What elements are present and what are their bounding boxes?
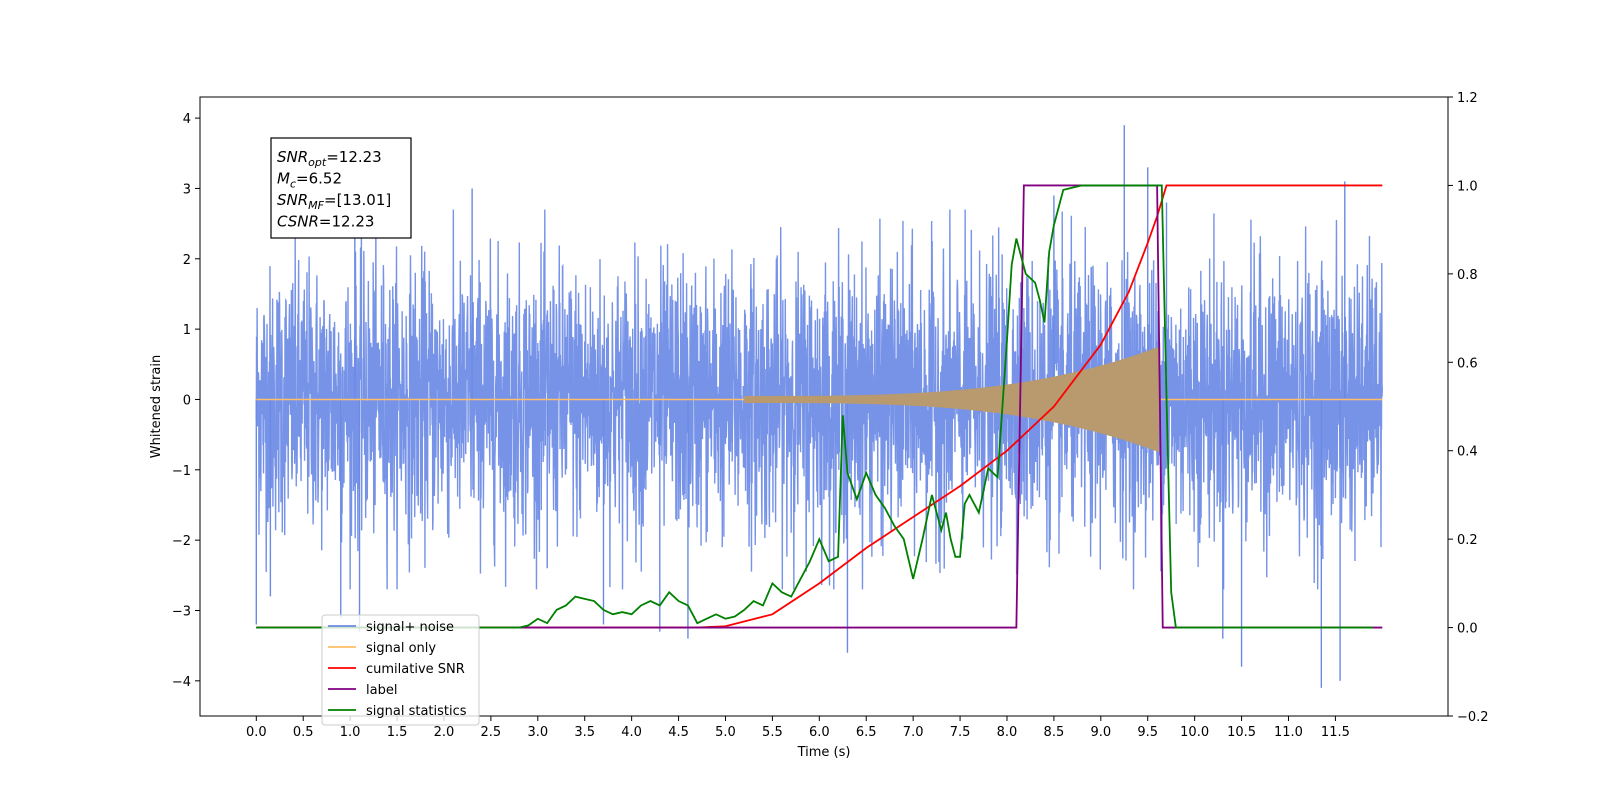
y-right-tick-label: 0.6 (1457, 356, 1478, 371)
annotation-line: SNRopt=12.23 (277, 148, 382, 169)
y-left-tick-label: −1 (172, 464, 191, 479)
x-tick-label: 11.0 (1274, 725, 1303, 740)
x-tick-label: 10.5 (1227, 725, 1256, 740)
series-line-cumilative-snr (256, 184, 1383, 629)
x-tick-label: 6.0 (809, 725, 830, 740)
x-tick-label: 9.5 (1137, 725, 1158, 740)
annotation-line: Mc=6.52 (277, 170, 342, 191)
x-tick-label: 9.0 (1090, 725, 1111, 740)
x-tick-label: 1.5 (387, 725, 408, 740)
x-tick-label: 8.0 (997, 725, 1018, 740)
y-right-tick-label: 1.2 (1457, 91, 1478, 106)
legend-label: label (366, 683, 397, 698)
x-tick-label: 5.5 (762, 725, 783, 740)
y-left-tick-label: 4 (183, 112, 191, 127)
y-axis-label: Whitened strain (149, 355, 164, 458)
y-right-tick-label: 1.0 (1457, 179, 1478, 194)
legend-label: signal+ noise (366, 620, 454, 635)
x-tick-label: 2.0 (434, 725, 455, 740)
series-layer (255, 125, 1384, 688)
y-left-tick-label: −4 (172, 675, 191, 690)
series-line-signal-noise (255, 209, 1384, 590)
y-left-tick-label: 0 (183, 393, 191, 408)
x-tick-label: 3.0 (527, 725, 548, 740)
legend-label: signal statistics (366, 704, 467, 719)
x-tick-label: 0.5 (293, 725, 314, 740)
x-tick-label: 3.5 (574, 725, 595, 740)
x-axis: 0.0 0.5 1.0 1.5 2.0 2.5 3.0 3.5 4.0 4.5 5.0 5.5 6.0 6… (246, 716, 1350, 740)
stats-annotation-box: SNRopt=12.23Mc=6.52SNRMF=[13.01]CSNR=12.… (270, 137, 412, 239)
y-left-tick-label: −3 (172, 604, 191, 619)
legend: signal+ noise signal only cumilative SNR la… (321, 614, 480, 726)
signal-only-envelope (744, 346, 1159, 453)
annotation-line: SNRMF=[13.01] (277, 191, 391, 212)
legend-label: signal only (366, 641, 436, 656)
y-axis-left: −4 −3 −2 −1 0 1 2 3 4 (172, 112, 200, 690)
legend-label: cumilative SNR (366, 662, 465, 677)
y-left-tick-label: 3 (183, 182, 191, 197)
x-tick-label: 5.0 (715, 725, 736, 740)
plot-frame (199, 96, 1449, 717)
annotation-frame (270, 137, 412, 239)
x-axis-label: Time (s) (797, 745, 851, 760)
x-tick-label: 10.0 (1180, 725, 1209, 740)
x-tick-label: 1.0 (340, 725, 361, 740)
y-left-tick-label: 2 (183, 253, 191, 268)
y-left-tick-label: −2 (172, 534, 191, 549)
legend-frame (321, 614, 480, 726)
y-right-tick-label: 0.4 (1457, 445, 1478, 460)
annotation-line: CSNR=12.23 (277, 213, 374, 231)
x-tick-label: 0.0 (246, 725, 267, 740)
x-tick-label: 7.5 (950, 725, 971, 740)
x-tick-label: 6.5 (856, 725, 877, 740)
y-left-tick-label: 1 (183, 323, 191, 338)
y-right-tick-label: −0.2 (1457, 710, 1489, 725)
y-right-tick-label: 0.2 (1457, 533, 1478, 548)
x-tick-label: 8.5 (1044, 725, 1065, 740)
x-tick-label: 4.0 (621, 725, 642, 740)
x-tick-label: 2.5 (481, 725, 502, 740)
series-line-signal-statistics (256, 184, 1373, 629)
y-right-tick-label: 0.8 (1457, 268, 1478, 283)
y-right-tick-label: 0.0 (1457, 622, 1478, 637)
x-tick-label: 7.0 (903, 725, 924, 740)
x-tick-label: 11.5 (1321, 725, 1350, 740)
x-tick-label: 4.5 (668, 725, 689, 740)
y-axis-right: −0.2 0.0 0.2 0.4 0.6 0.8 1.0 1.2 (1448, 91, 1489, 725)
